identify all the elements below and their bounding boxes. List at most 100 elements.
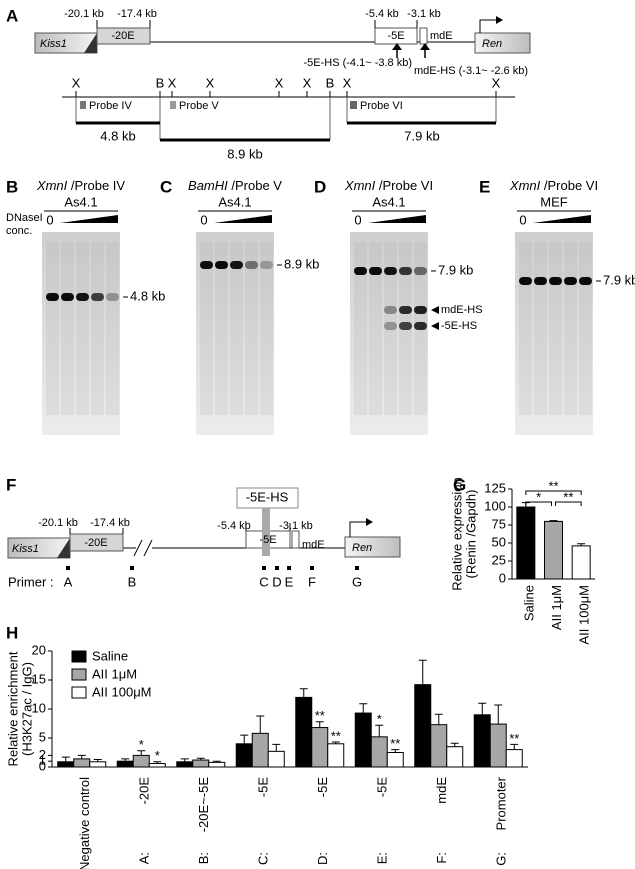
dnase-label: conc.: [6, 225, 32, 237]
primer-mark: [130, 566, 134, 570]
probe: /Probe V: [228, 178, 283, 193]
lane-smear: [215, 242, 228, 415]
lane-smear: [230, 242, 243, 415]
band: [354, 267, 367, 275]
bar: [489, 723, 507, 768]
lane-smear: [46, 242, 59, 415]
dnase-wedge: [533, 215, 591, 223]
band: [384, 322, 397, 330]
comparison-bracket: [555, 501, 582, 506]
position-label: -17.4 kb: [117, 8, 157, 20]
position-label: -5.4 kb: [365, 8, 399, 20]
primer-name: B: [128, 574, 137, 589]
bar: [192, 759, 210, 768]
error-bar: [77, 754, 86, 759]
lane-smear: [91, 242, 104, 415]
y-tick-label: 75: [492, 516, 506, 531]
bar: [446, 746, 464, 768]
error-bar: [61, 756, 70, 762]
band: [230, 261, 243, 269]
bar: [208, 761, 226, 768]
error-bar: [375, 724, 384, 737]
bar: [544, 520, 563, 580]
lane-smear: [260, 242, 273, 415]
primer-label: Primer :: [8, 574, 54, 589]
probe-box: [80, 101, 86, 109]
error-bar: [196, 757, 205, 761]
significance: *: [155, 748, 160, 763]
gene-label: Kiss1: [40, 38, 67, 50]
comparison-bracket: [525, 490, 582, 495]
band: [215, 261, 228, 269]
x-region-label: -5E: [315, 777, 330, 798]
x-region-label: -5E: [256, 777, 271, 798]
probe-box: [170, 101, 176, 109]
primer-name: D: [272, 574, 281, 589]
error-bar: [549, 520, 558, 522]
y-tick-label: 0: [39, 758, 46, 773]
lane-smear: [245, 242, 258, 415]
kiss1-end: [84, 33, 97, 53]
bar: [251, 732, 269, 768]
band: [106, 293, 119, 301]
legend-label: Saline: [92, 648, 128, 663]
marker-label: mdE-HS: [441, 304, 483, 316]
bar: [354, 712, 372, 768]
y-axis-label: Relative enrichment: [5, 651, 20, 766]
band: [399, 267, 412, 275]
blot-title: XmnI /Probe IV: [36, 178, 125, 193]
y-axis-label: Relative expression: [449, 477, 464, 590]
lane-smear: [579, 242, 592, 415]
band: [76, 293, 89, 301]
bar: [295, 696, 313, 768]
ren-box: [344, 536, 401, 558]
error-bar: [137, 750, 146, 756]
probe: /Probe VI: [540, 178, 598, 193]
x-tick-label: E:: [375, 852, 390, 864]
significance: *: [377, 712, 382, 727]
marker-label: 7.9 kb: [603, 272, 635, 287]
lane-smear: [519, 242, 532, 415]
hs-label: mdE-HS (-3.1~ -2.6 kb): [414, 65, 528, 77]
gene-label: Kiss1: [12, 543, 39, 555]
error-bar: [240, 734, 249, 744]
primer-mark: [310, 566, 314, 570]
element-box: [374, 27, 418, 45]
error-bar: [391, 749, 400, 753]
bar: [473, 714, 491, 768]
primer-name: F: [308, 574, 316, 589]
enzyme: XmnI: [509, 178, 541, 193]
gene-label: Ren: [352, 542, 372, 554]
y-tick-label: 125: [484, 480, 506, 495]
y-axis-label: (Renin /Gapdh): [463, 490, 478, 579]
band: [399, 306, 412, 314]
probe-label: Probe VI: [360, 100, 403, 112]
x-tick-label: AII 100μM: [577, 585, 592, 645]
band: [399, 322, 412, 330]
comparison-bracket: [525, 501, 552, 506]
panel-label: C: [160, 177, 172, 196]
kiss1-end: [57, 538, 70, 558]
element-label: mdE: [430, 30, 453, 42]
primer-name: G: [352, 574, 362, 589]
y-tick-label: 2: [39, 747, 46, 762]
element-label: -20E: [84, 537, 107, 549]
fragment-label: 7.9 kb: [404, 128, 439, 143]
gel: [42, 232, 120, 435]
dnase-label: DNaseI: [6, 212, 43, 224]
probe: /Probe VI: [375, 178, 433, 193]
enzyme: XmnI: [344, 178, 376, 193]
element-label: -20E: [111, 30, 134, 42]
bar: [414, 684, 432, 768]
band: [61, 293, 74, 301]
panel-label: A: [6, 6, 18, 25]
error-bar: [180, 758, 189, 762]
position-label: -5.4 kb: [217, 520, 251, 532]
primer-name: E: [285, 574, 294, 589]
error-bar: [256, 715, 265, 734]
mde-box: [291, 530, 300, 549]
hs-label: -5E-HS: [246, 489, 289, 504]
arrowhead: [366, 518, 373, 526]
y-axis-label: (H3K27ac / IgG): [19, 662, 34, 756]
